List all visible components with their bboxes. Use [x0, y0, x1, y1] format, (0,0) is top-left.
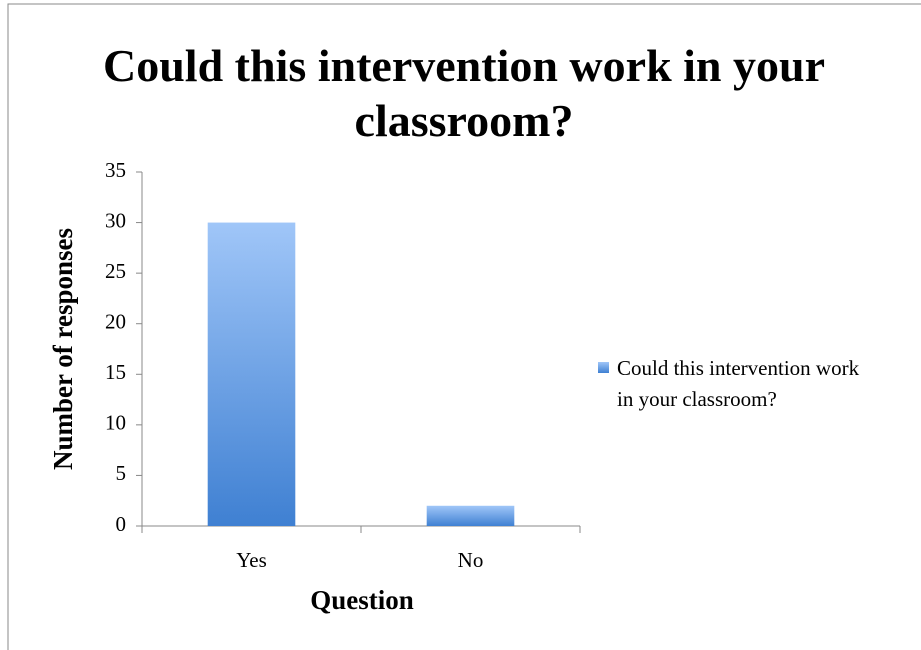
y-tick-label: 20	[105, 310, 126, 334]
chart-title: Could this intervention work in your clas…	[103, 40, 825, 146]
y-tick-label: 25	[105, 259, 126, 283]
title-line: Could this intervention work in your	[103, 40, 825, 91]
legend-swatch	[598, 362, 609, 373]
x-axis-title: Question	[310, 585, 414, 615]
x-tick-label: Yes	[236, 548, 267, 572]
y-tick-label: 35	[105, 158, 126, 182]
title-line: classroom?	[355, 95, 574, 146]
y-tick-label: 10	[105, 411, 126, 435]
bar	[426, 505, 515, 526]
bar	[207, 222, 296, 527]
y-tick-label: 5	[116, 461, 127, 485]
y-tick-label: 15	[105, 360, 126, 384]
x-tick-label: No	[458, 548, 484, 572]
legend-label: Could this intervention work in your cla…	[617, 356, 860, 411]
y-tick-label: 0	[116, 512, 127, 536]
y-axis-title: Number of responses	[48, 228, 78, 470]
chart-frame	[7, 3, 921, 650]
y-tick-label: 30	[105, 208, 126, 232]
